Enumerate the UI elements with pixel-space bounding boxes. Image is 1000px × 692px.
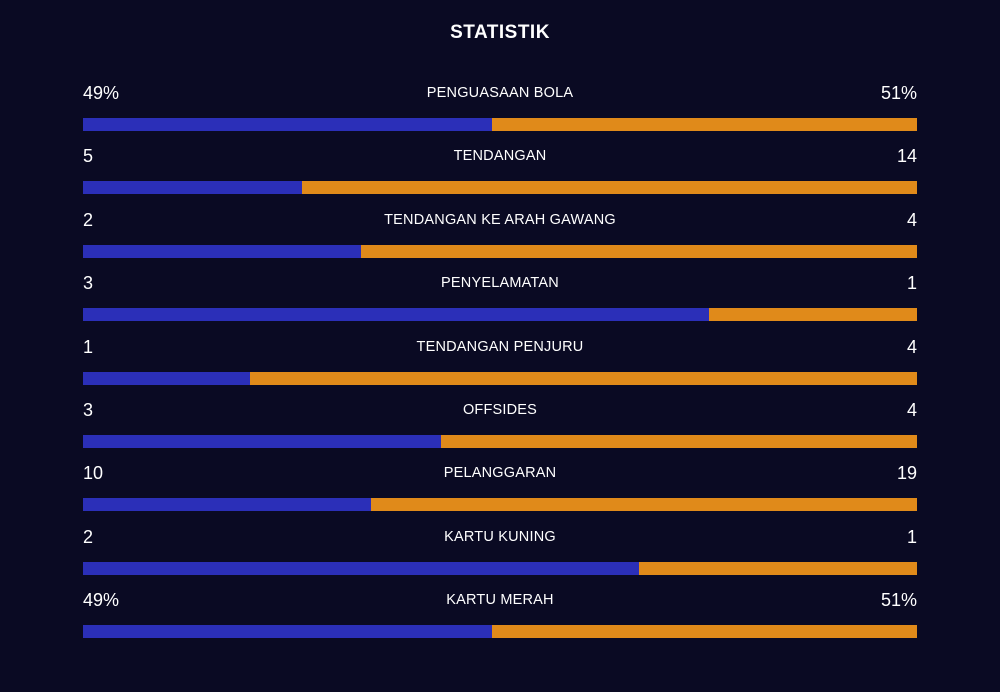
home-bar	[83, 498, 371, 512]
home-value: 2	[83, 526, 94, 547]
home-value: 49%	[83, 590, 120, 611]
away-bar	[708, 308, 917, 322]
stat-bar	[83, 244, 917, 258]
stat-label: TENDANGAN KE ARAH GAWANG	[384, 211, 616, 228]
away-value: 4	[906, 399, 917, 420]
stat-label: TENDANGAN PENJURU	[416, 338, 584, 355]
home-value: 5	[83, 146, 94, 167]
away-value: 1	[906, 526, 917, 547]
stat-bar	[83, 118, 917, 131]
away-value: 14	[896, 146, 917, 167]
stat-bar	[83, 498, 917, 512]
stat-label: KARTU MERAH	[446, 592, 554, 609]
home-bar	[83, 244, 361, 258]
stat-row-yellow-cards: 2 KARTU KUNING 1	[83, 524, 917, 587]
home-value: 49%	[83, 83, 120, 103]
home-bar	[83, 561, 640, 575]
stat-bar	[83, 625, 917, 639]
away-value: 51%	[880, 83, 917, 103]
stat-row-possession: 49% PENGUASAAN BOLA 51%	[83, 80, 917, 143]
home-value: 1	[83, 336, 94, 357]
away-bar	[360, 244, 917, 258]
home-bar	[83, 625, 492, 639]
away-value: 4	[906, 209, 917, 230]
stats-list: 49% PENGUASAAN BOLA 51% 5 TENDANGAN 14 2…	[83, 80, 917, 651]
home-value: 3	[83, 399, 94, 420]
stat-bar	[83, 434, 917, 448]
away-bar	[302, 181, 917, 195]
stat-label: KARTU KUNING	[444, 528, 556, 545]
stat-row-fouls: 10 PELANGGARAN 19	[83, 460, 917, 523]
stat-bar	[83, 308, 917, 322]
stat-row-saves: 3 PENYELAMATAN 1	[83, 270, 917, 333]
stat-label: PELANGGARAN	[443, 465, 557, 482]
away-value: 4	[906, 336, 917, 357]
stat-row-corners: 1 TENDANGAN PENJURU 4	[83, 334, 917, 397]
away-value: 19	[896, 463, 917, 484]
stat-row-shots-on-target: 2 TENDANGAN KE ARAH GAWANG 4	[83, 207, 917, 270]
home-bar	[83, 308, 709, 322]
stat-bar	[83, 371, 917, 385]
stat-row-shots: 5 TENDANGAN 14	[83, 143, 917, 206]
away-bar	[491, 118, 917, 131]
away-bar	[491, 625, 917, 639]
away-value: 51%	[880, 590, 917, 611]
home-value: 3	[83, 273, 94, 294]
home-bar	[83, 118, 492, 131]
away-value: 1	[906, 273, 917, 294]
stat-bar	[83, 181, 917, 195]
stat-label: PENYELAMATAN	[441, 275, 559, 292]
away-bar	[370, 498, 917, 512]
away-bar	[440, 434, 917, 448]
home-bar	[83, 434, 441, 448]
away-bar	[639, 561, 917, 575]
stat-row-offsides: 3 OFFSIDES 4	[83, 397, 917, 460]
home-value: 10	[83, 463, 104, 484]
home-bar	[83, 371, 250, 385]
stat-row-red-cards: 49% KARTU MERAH 51%	[83, 587, 917, 650]
stat-label: TENDANGAN	[453, 148, 547, 165]
away-bar	[249, 371, 917, 385]
stat-bar	[83, 561, 917, 575]
stat-label: PENGUASAAN BOLA	[426, 85, 574, 101]
stats-title: STATISTIK	[450, 22, 550, 43]
stat-label: OFFSIDES	[462, 401, 538, 418]
home-value: 2	[83, 209, 94, 230]
home-bar	[83, 181, 303, 195]
